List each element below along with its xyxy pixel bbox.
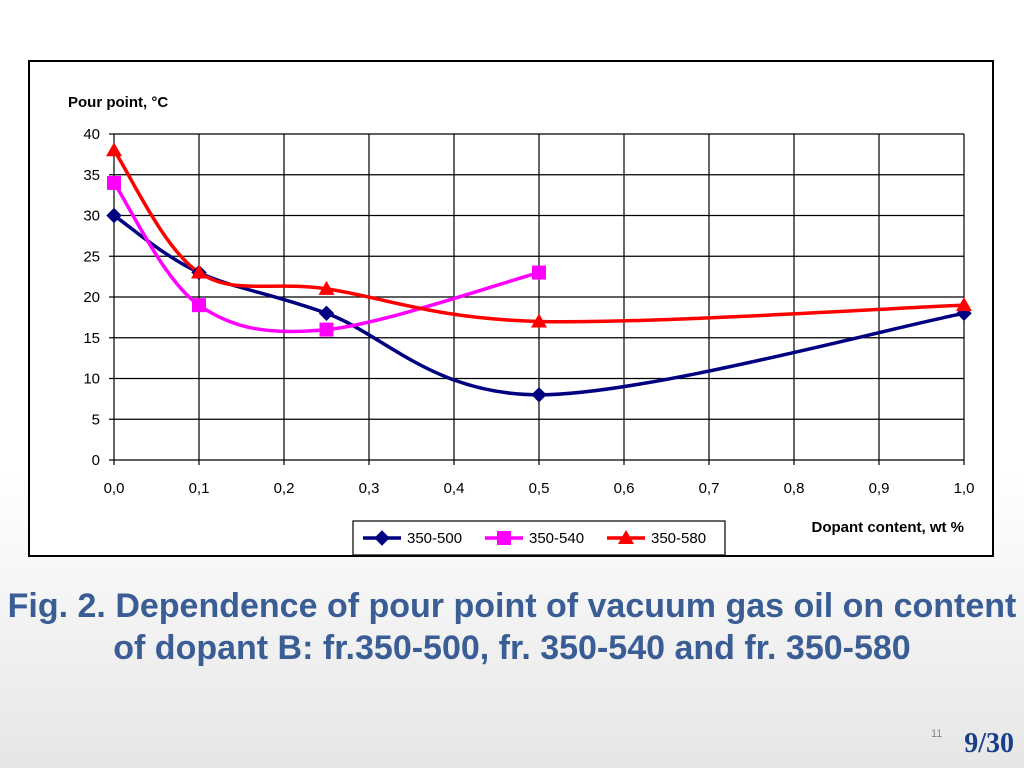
- data-point-350-540: [532, 265, 546, 280]
- slide-number: 11: [931, 728, 943, 740]
- x-tick-label: 0,0: [104, 480, 125, 497]
- legend-marker-350-580: [618, 530, 634, 544]
- legend-label: 350-500: [407, 530, 462, 547]
- x-tick-label: 0,1: [189, 480, 210, 497]
- legend-label: 350-540: [529, 530, 584, 547]
- data-point-350-580: [956, 297, 972, 312]
- data-point-350-580: [531, 313, 547, 328]
- data-point-350-500: [531, 387, 547, 403]
- x-tick-label: 0,8: [784, 480, 805, 497]
- data-point-350-500: [106, 207, 122, 224]
- y-tick-label: 25: [83, 248, 100, 265]
- y-tick-label: 30: [83, 208, 100, 225]
- y-tick-label: 15: [83, 330, 100, 347]
- y-tick-label: 10: [83, 371, 100, 388]
- x-tick-label: 0,2: [274, 480, 295, 497]
- figure-caption: Fig. 2. Dependence of pour point of vacu…: [7, 587, 1017, 667]
- x-tick-label: 0,7: [699, 480, 720, 497]
- y-tick-label: 40: [83, 126, 100, 143]
- data-point-350-580: [106, 142, 122, 157]
- y-tick-label: 35: [83, 167, 100, 184]
- y-tick-label: 0: [92, 452, 100, 469]
- y-axis-title: Pour point, °C: [68, 94, 168, 111]
- legend-label: 350-580: [651, 530, 706, 547]
- legend-box: [352, 520, 726, 555]
- x-tick-label: 0,6: [614, 480, 635, 497]
- legend-marker-350-500: [374, 530, 390, 546]
- x-tick-label: 0,9: [869, 480, 890, 497]
- series-line-350-540: [112, 181, 540, 334]
- pour-point-chart: 0,0 0,1 0,2 0,3 0,4 0,5 0,6 0,7 0,8 0,9 1,0 0 5 10 15 2…: [68, 94, 975, 555]
- chart-frame: 0,0 0,1 0,2 0,3 0,4 0,5 0,6 0,7 0,8 0,9 1,0 0 5 10 15 2…: [28, 60, 994, 557]
- legend-marker-350-540: [497, 531, 511, 545]
- page-indicator: 9/30: [964, 728, 1014, 759]
- x-tick-label: 1,0: [954, 480, 975, 497]
- data-point-350-580: [318, 280, 335, 295]
- data-point-350-540: [319, 322, 334, 337]
- data-point-350-540: [192, 298, 206, 313]
- x-axis-title: Dopant content, wt %: [812, 519, 965, 536]
- x-tick-label: 0,4: [444, 480, 465, 497]
- x-tick-label: 0,3: [359, 480, 380, 497]
- series-line-350-580: [112, 149, 965, 324]
- data-point-350-500: [318, 305, 335, 322]
- data-point-350-580: [191, 264, 207, 279]
- x-tick-label: 0,5: [529, 480, 550, 497]
- data-point-350-540: [107, 175, 121, 190]
- y-tick-label: 20: [83, 289, 100, 306]
- y-tick-label: 5: [92, 411, 100, 428]
